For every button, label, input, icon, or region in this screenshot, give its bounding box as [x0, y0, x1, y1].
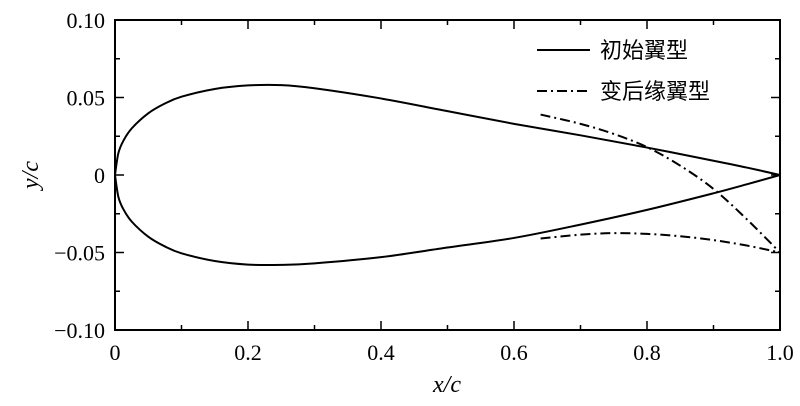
legend: 初始翼型 变后缘翼型 [537, 39, 710, 105]
y-tick-label: 0.05 [67, 86, 106, 111]
curves [114, 83, 781, 267]
y-tick-label: −0.10 [54, 318, 105, 343]
x-tick-label: 0 [110, 340, 121, 365]
morphed-airfoil-upper-surface [540, 113, 781, 254]
plot-frame [114, 19, 781, 331]
y-axis-label: y/c [18, 161, 44, 191]
legend-label-morphed: 变后缘翼型 [600, 80, 710, 105]
x-tick-label: 0.6 [500, 340, 528, 365]
x-tick-label: 0.8 [633, 340, 661, 365]
initial-airfoil-lower-surface [114, 174, 781, 267]
y-tick-label: 0.10 [67, 8, 106, 33]
x-tick-label: 0.2 [234, 340, 262, 365]
initial-airfoil-upper-surface [114, 83, 781, 176]
y-tick-label: 0 [94, 163, 105, 188]
x-tick-label: 1.0 [766, 340, 794, 365]
tick-labels: 0 0.2 0.4 0.6 0.8 1.0 0.10 0.05 0 −0.05 −0.10 [54, 8, 794, 365]
x-tick-label: 0.4 [367, 340, 395, 365]
legend-label-initial: 初始翼型 [600, 39, 688, 64]
axis-ticks [114, 19, 781, 331]
x-axis-label: x/c [432, 372, 461, 398]
morphed-airfoil-lower-surface [540, 232, 781, 254]
y-tick-label: −0.05 [54, 241, 105, 266]
